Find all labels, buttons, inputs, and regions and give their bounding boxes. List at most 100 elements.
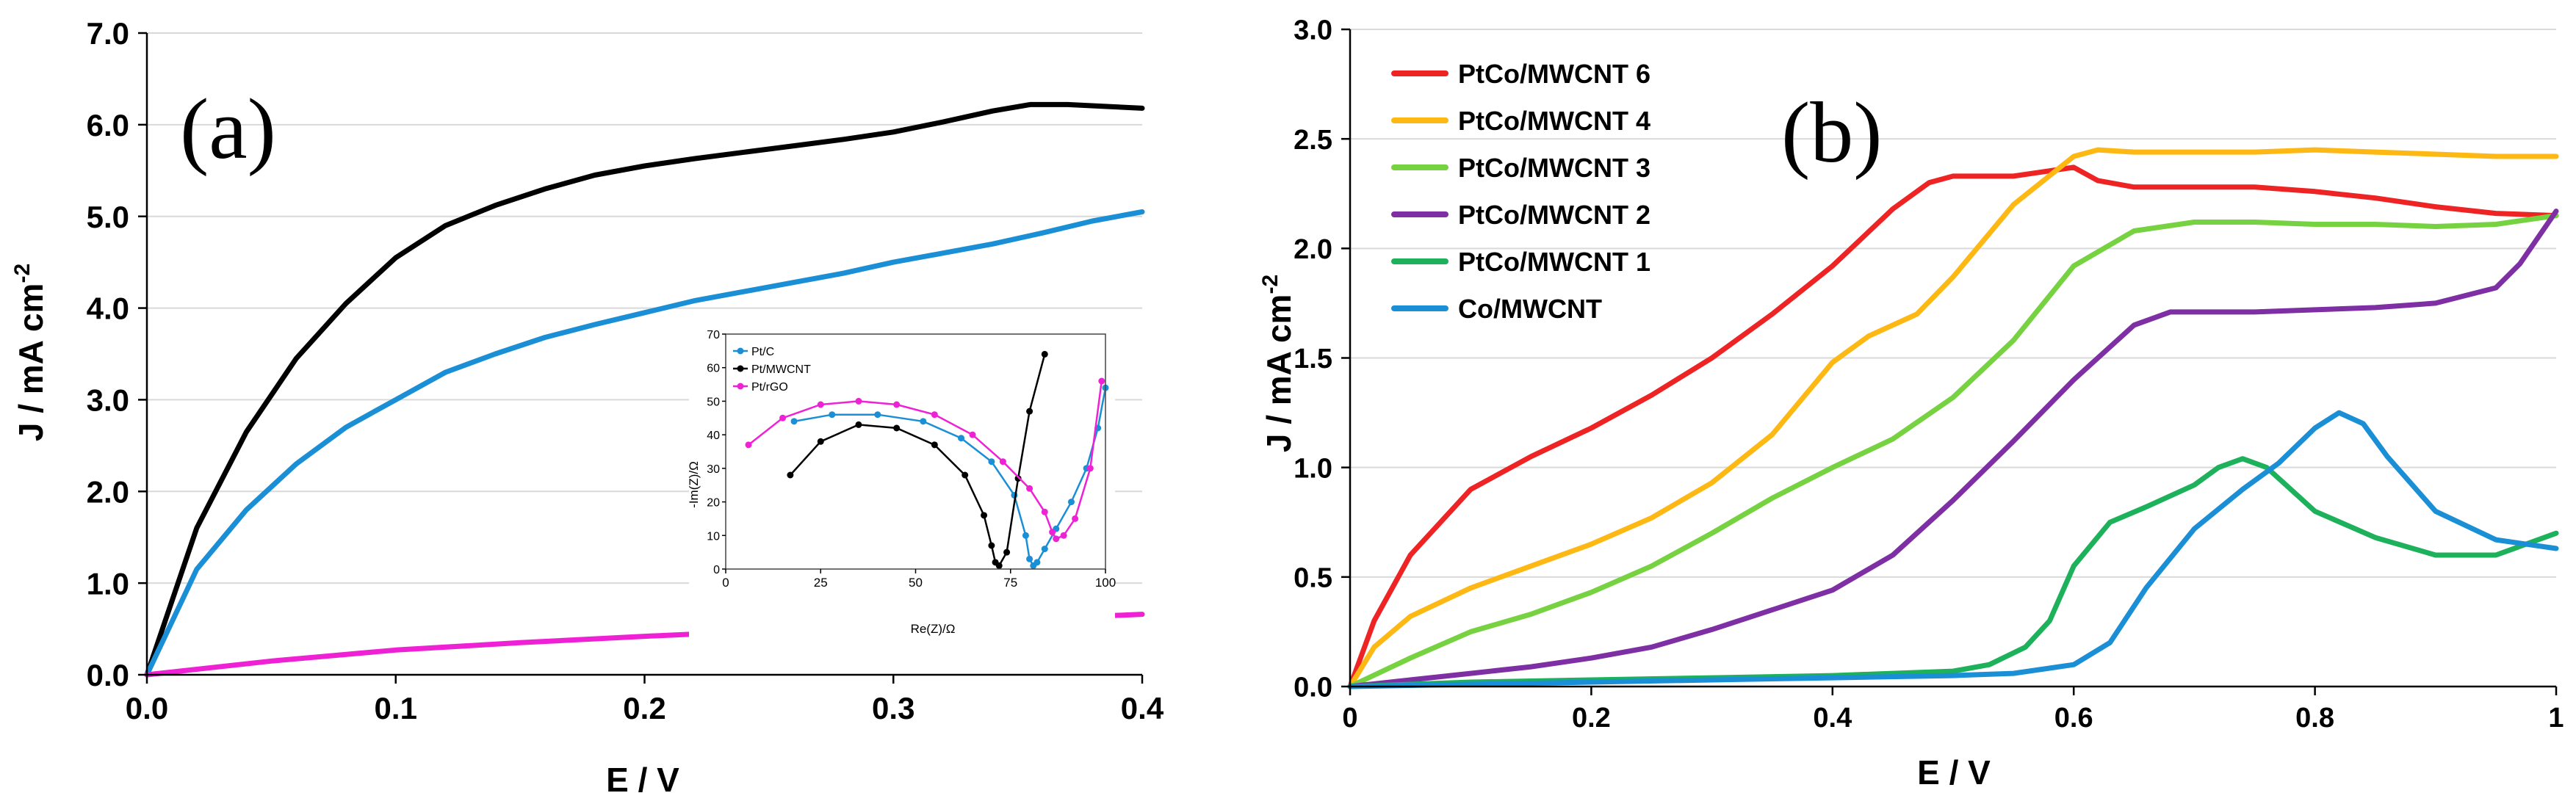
panel-b-x-tick-label-2: 0.4 [1813,703,1852,734]
panel-a-grid [147,32,1142,584]
panel-a-y-tick-label-6: 6.0 [87,108,129,142]
inset-point-pt-rgo-2 [817,401,824,408]
inset-y-tick-label-8: 40 [707,430,720,442]
panel-b-legend: PtCo/MWCNT 6 PtCo/MWCNT 4 PtCo/MWCNT 3 PtCo… [1391,59,1650,324]
panel-b-y-axis-label: J / mA cm-2 [1258,275,1298,452]
panel-b-y-tick-label-4: 2.0 [1294,234,1332,265]
inset-point-pt-mwcnt-7 [988,542,995,549]
svg-text:J / mA cm-2: J / mA cm-2 [1258,275,1298,452]
inset-x-tick-label-4: 100 [1095,576,1116,590]
panel-a-x-tick-label-1: 0.1 [375,691,417,725]
panel-b-chart: 0 0.2 0.4 0.6 0.8 1 0.0 0.5 1.0 1.5 2.0 2.5 3.0 PtCo… [1258,15,2564,792]
panel-b-grid [1350,29,2556,578]
panel-a-y-axis-label-sup: -2 [10,264,35,283]
panel-b-y-tick-label-6: 3.0 [1294,15,1332,46]
inset-point-pt-rgo-1 [779,414,787,421]
inset-point-pt-mwcnt-4 [931,441,938,449]
inset-point-pt-mwcnt-11 [1014,475,1022,482]
panel-b-x-axis-label: E / V [1917,753,1991,792]
panel-b-legend-label-co-mwcnt: Co/MWCNT [1458,294,1602,324]
panel-b-series-ptco-mwcnt-6 [1347,164,2559,689]
panel-b-x-tick-label-5: 1 [2548,703,2564,734]
inset-point-pt-rgo-5 [931,411,938,419]
panel-a-y-tick-label-2: 2.0 [87,474,129,509]
panel-b-legend-label-ptco-mwcnt-1: PtCo/MWCNT 1 [1458,247,1650,277]
inset-legend-label-pt-c: Pt/C [751,346,774,358]
panel-a-axes [138,32,1144,684]
panel-a-y-tick-label-7: 7.0 [87,16,129,51]
panel-b-series-ptco-mwcnt-2 [1347,209,2559,689]
panel-b-label: (b) [1781,84,1883,181]
panel-b-y-tick-label-3: 1.5 [1294,344,1332,374]
panel-a-y-tick-label-4: 4.0 [87,291,129,326]
panel-b-series-ptco-mwcnt-3 [1347,213,2559,689]
inset-y-tick-label-4: 20 [707,497,720,510]
panel-b-x-tick-label-4: 0.8 [2295,703,2334,734]
inset-y-tick-label-14: 70 [707,329,720,341]
inset-point-pt-rgo-9 [1041,508,1048,515]
inset-point-pt-rgo-10 [1049,529,1056,536]
inset-point-pt-c-5 [988,458,995,466]
inset-background [689,327,1115,653]
panel-a-label: (a) [180,81,276,177]
panel-b-y-axis-label-text: J / mA cm [1260,294,1298,453]
panel-b-x-tick-label-0: 0 [1342,703,1357,734]
inset-legend-marker-pt-c [737,347,744,355]
inset-y-tick-label-12: 60 [707,363,720,375]
inset-point-pt-rgo-15 [1098,377,1105,385]
inset-point-pt-rgo-0 [745,441,752,449]
inset-x-tick-label-1: 25 [814,576,828,590]
panel-b-legend-label-ptco-mwcnt-2: PtCo/MWCNT 2 [1458,200,1650,230]
inset-legend-marker-pt-rgo [737,383,744,390]
inset-tick-labels: 0 25 50 75 100 0 10 20 30 40 50 60 70 [707,329,1116,590]
panel-b-y-tick-label-5: 2.5 [1294,125,1332,156]
inset-point-pt-mwcnt-1 [817,438,824,445]
inset-point-pt-c-10 [1033,559,1041,566]
panel-a-y-tick-label-3: 3.0 [87,383,129,418]
panel-a-x-tick-label-2: 0.2 [623,691,665,725]
inset-point-pt-rgo-12 [1060,532,1067,539]
panel-a-series-pt-mwcnt [144,101,1145,678]
panel-a-y-axis-label: J / mA cm-2 [10,264,50,441]
panel-b-legend-label-ptco-mwcnt-4: PtCo/MWCNT 4 [1458,106,1650,136]
inset-point-pt-c-4 [958,435,965,442]
panel-a-series-pt-c [144,209,1145,678]
inset-point-pt-rgo-13 [1072,515,1079,522]
inset-point-pt-rgo-8 [1026,485,1033,492]
panel-a-x-tick-label-3: 0.3 [872,691,914,725]
panel-a-y-axis-label-text: J / mA cm [12,283,50,442]
panel-a-tick-labels: 0.0 0.1 0.2 0.3 0.4 0.0 1.0 2.0 3.0 4.0 5.0 6.0 7.0 [87,16,1164,725]
inset-point-pt-mwcnt-3 [893,424,901,432]
panel-a-x-tick-label-0: 0.0 [126,691,168,725]
inset-x-axis-label: Re(Z)/Ω [911,622,956,636]
inset-y-tick-label-2: 10 [707,530,720,543]
panel-a-y-tick-label-1: 1.0 [87,566,129,601]
panel-b-y-tick-label-1: 0.5 [1294,563,1332,594]
inset-series [745,350,1109,569]
inset-y-tick-label-0: 0 [713,564,720,576]
inset-point-pt-rgo-4 [893,401,901,408]
inset-point-pt-c-8 [1026,555,1033,562]
panel-b-legend-label-ptco-mwcnt-6: PtCo/MWCNT 6 [1458,59,1650,89]
inset-legend-label-pt-mwcnt: Pt/MWCNT [751,363,811,376]
inset-point-pt-mwcnt-0 [787,471,794,479]
inset-point-pt-mwcnt-13 [1041,350,1048,358]
panel-b-series-ptco-mwcnt-4 [1347,147,2559,689]
inset-axes [722,333,1106,573]
panel-b-legend-label-ptco-mwcnt-3: PtCo/MWCNT 3 [1458,153,1650,183]
inset-point-pt-c-3 [920,418,927,425]
inset-x-tick-label-3: 75 [1003,576,1017,590]
inset-y-tick-label-6: 30 [707,463,720,476]
panel-a-x-tick-label-4: 0.4 [1121,691,1164,725]
inset-x-tick-label-0: 0 [722,576,729,590]
inset-point-pt-mwcnt-12 [1026,408,1033,415]
panel-a-y-tick-label-0: 0.0 [87,658,129,692]
inset-point-pt-mwcnt-10 [1003,548,1011,556]
panel-b-series [1347,147,2559,689]
inset-x-tick-label-2: 50 [909,576,923,590]
inset-point-pt-c-11 [1041,546,1048,553]
inset-point-pt-mwcnt-5 [962,471,969,479]
inset-legend: Pt/C Pt/MWCNT Pt/rGO [733,346,811,394]
panel-a-chart: 0.0 0.1 0.2 0.3 0.40.01.02.03.04.05.06.07.0 … [10,16,1164,799]
inset-y-axis-label: -Im(Z)/Ω [687,461,701,508]
